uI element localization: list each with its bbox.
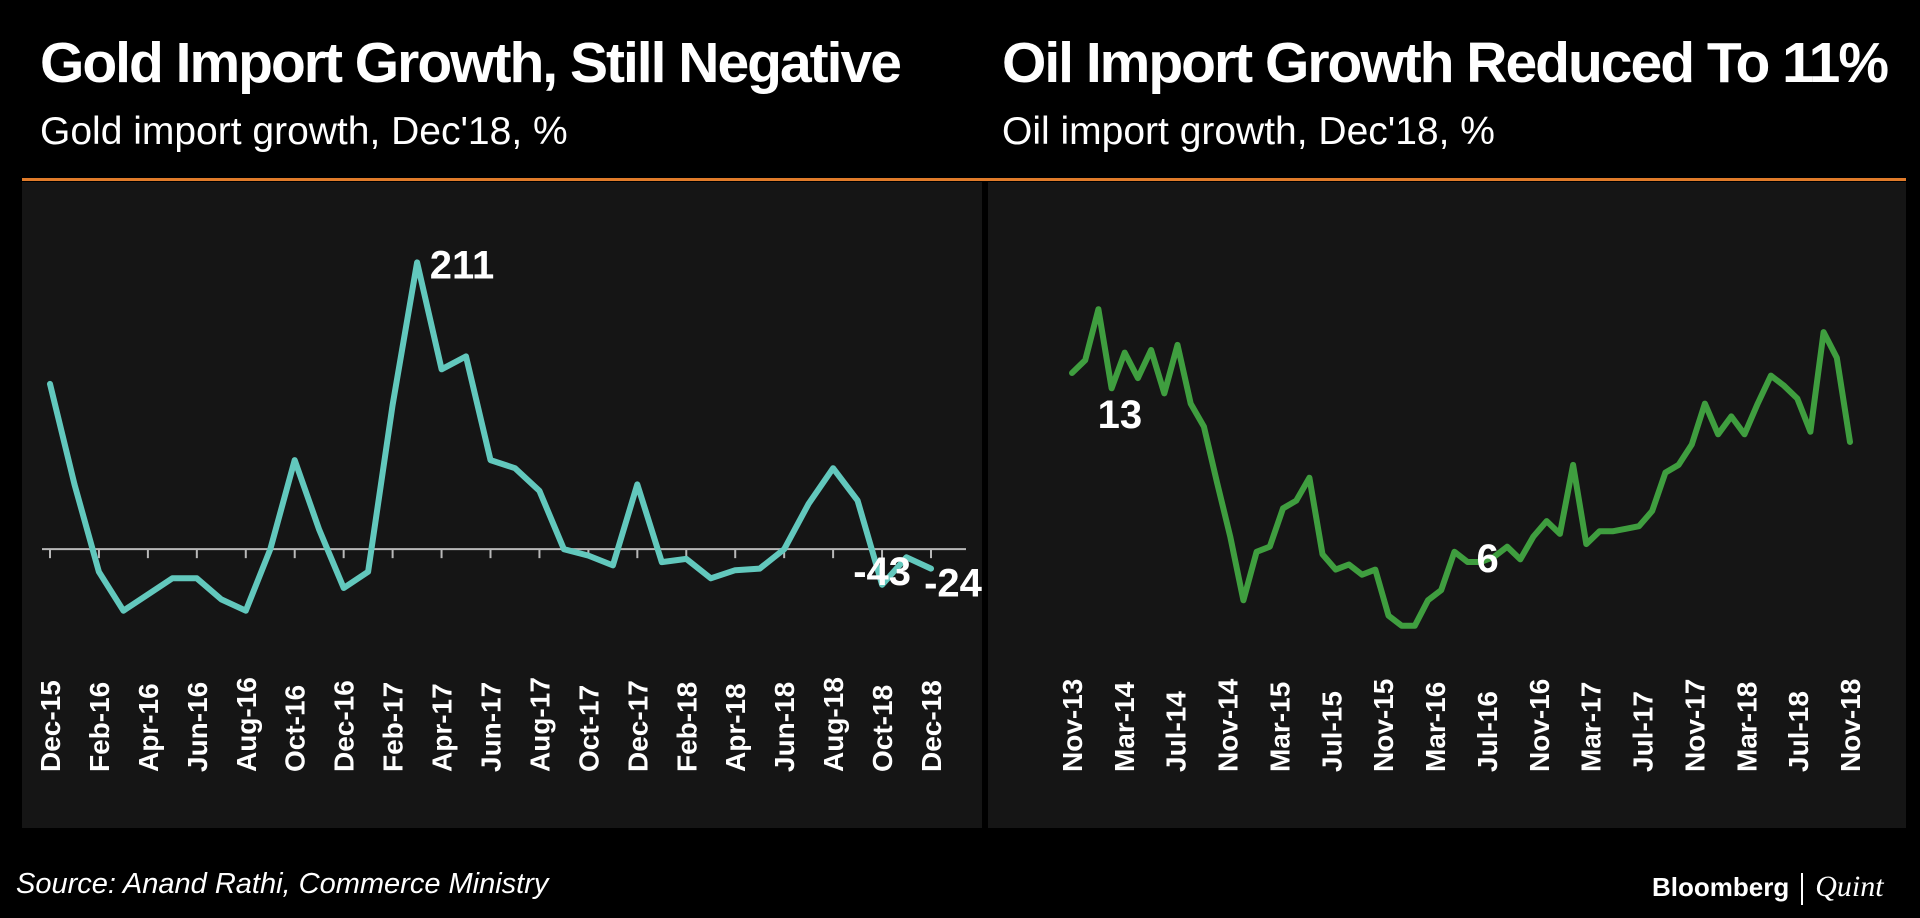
- gold-x-tick-label: Aug-16: [231, 677, 262, 772]
- oil-x-tick-label: Nov-13: [1057, 679, 1088, 772]
- gold-chart: Dec-15 Feb-16 Apr-16 Jun-16 Aug-16 Oct-16 Dec-…: [35, 243, 982, 772]
- brand-logo: Bloomberg Quint: [1652, 870, 1884, 906]
- oil-x-tick-label: Mar-17: [1576, 682, 1607, 772]
- oil-chart-title: Oil Import Growth Reduced To 11%: [1002, 31, 1889, 95]
- gold-x-tick-label: Aug-17: [524, 677, 555, 772]
- gold-x-tick-label: Jun-16: [182, 682, 213, 772]
- oil-data-label: 6: [1476, 537, 1498, 581]
- oil-x-tick-label: Mar-18: [1731, 682, 1762, 772]
- gold-x-tick-label: Feb-17: [378, 682, 409, 772]
- gold-x-tick-label: Oct-18: [867, 685, 898, 772]
- gold-x-tick-label: Dec-15: [35, 680, 66, 772]
- oil-chart-panel: Nov-13 Mar-14 Jul-14 Nov-14 Mar-15 Jul-15 Nov-…: [988, 182, 1906, 828]
- oil-x-tick-label: Nov-14: [1213, 678, 1244, 772]
- gold-x-tick-label: Apr-18: [720, 683, 751, 772]
- oil-chart-subtitle: Oil import growth, Dec'18, %: [1002, 110, 1495, 153]
- oil-x-tick-label: Nov-16: [1524, 679, 1555, 772]
- oil-chart: Nov-13 Mar-14 Jul-14 Nov-14 Mar-15 Jul-15 Nov-…: [1057, 306, 1866, 772]
- brand-name-quint: Quint: [1815, 870, 1884, 903]
- oil-x-tick-label: Mar-14: [1109, 681, 1140, 772]
- gold-chart-title: Gold Import Growth, Still Negative: [40, 31, 902, 95]
- gold-chart-panel: Dec-15 Feb-16 Apr-16 Jun-16 Aug-16 Oct-16 Dec-…: [22, 182, 982, 828]
- gold-x-tick-label: Jun-18: [769, 682, 800, 772]
- oil-x-tick-label: Nov-15: [1368, 679, 1399, 772]
- oil-x-tick-label: Jul-17: [1628, 691, 1659, 772]
- oil-x-tick-label: Nov-17: [1679, 679, 1710, 772]
- gold-x-tick-label: Jun-17: [476, 682, 507, 772]
- gold-x-tick-label: Feb-16: [84, 682, 115, 772]
- brand-name-bloomberg: Bloomberg: [1652, 872, 1790, 902]
- gold-data-label: -24: [924, 562, 982, 606]
- oil-series-line: [1069, 306, 1853, 629]
- oil-x-tick-label: Jul-15: [1316, 691, 1347, 772]
- gold-x-tick-label: Apr-16: [133, 683, 164, 772]
- gold-x-tick-label: Oct-17: [573, 685, 604, 772]
- oil-data-label: 13: [1098, 393, 1143, 437]
- gold-data-label: -43: [853, 550, 911, 594]
- oil-x-tick-label: Jul-18: [1783, 691, 1814, 772]
- oil-x-tick-label: Nov-18: [1835, 679, 1866, 772]
- oil-x-tick-label: Jul-16: [1472, 691, 1503, 772]
- accent-divider: [22, 178, 1906, 181]
- gold-x-tick-label: Apr-17: [427, 683, 458, 772]
- gold-x-tick-label: Oct-16: [280, 685, 311, 772]
- gold-x-tick-label: Aug-18: [818, 677, 849, 772]
- brand-separator: [1801, 873, 1804, 906]
- gold-chart-subtitle: Gold import growth, Dec'18, %: [40, 110, 568, 153]
- gold-x-tick-label: Feb-18: [671, 682, 702, 772]
- gold-x-tick-label: Dec-16: [329, 680, 360, 772]
- oil-x-tick-label: Mar-15: [1265, 682, 1296, 772]
- gold-series-line: [47, 259, 934, 614]
- oil-x-tick-label: Jul-14: [1161, 691, 1192, 772]
- gold-data-label: 211: [430, 243, 495, 287]
- oil-x-tick-label: Mar-16: [1420, 682, 1451, 772]
- source-note: Source: Anand Rathi, Commerce Ministry: [16, 868, 549, 900]
- gold-x-tick-label: Dec-17: [622, 680, 653, 772]
- gold-x-tick-label: Dec-18: [916, 680, 947, 772]
